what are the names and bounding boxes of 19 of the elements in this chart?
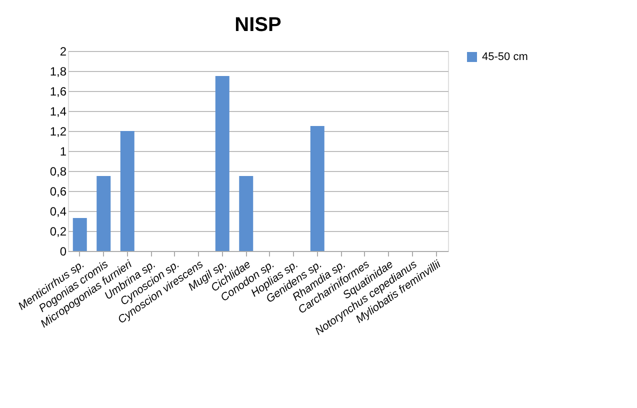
bar — [120, 131, 134, 251]
y-tick-label: 1 — [60, 144, 67, 158]
y-tick-label: 0,2 — [50, 224, 67, 238]
y-tick-label: 1,6 — [50, 84, 67, 98]
chart-title: NISP — [234, 14, 282, 36]
y-tick-label: 0,6 — [50, 184, 67, 198]
y-tick-label: 1,8 — [50, 64, 67, 78]
y-tick-label: 1,2 — [50, 124, 67, 138]
bar — [239, 176, 254, 251]
bar — [215, 76, 230, 251]
bar — [72, 218, 87, 251]
bar — [96, 176, 111, 251]
legend-label: 45-50 cm — [482, 51, 528, 63]
bar — [310, 126, 324, 251]
y-tick-label: 0,8 — [50, 164, 67, 178]
y-tick-label: 2 — [60, 44, 67, 58]
y-tick-label: 0 — [60, 244, 67, 258]
y-tick-label: 1,4 — [50, 104, 67, 118]
y-tick-label: 0,4 — [50, 204, 67, 218]
